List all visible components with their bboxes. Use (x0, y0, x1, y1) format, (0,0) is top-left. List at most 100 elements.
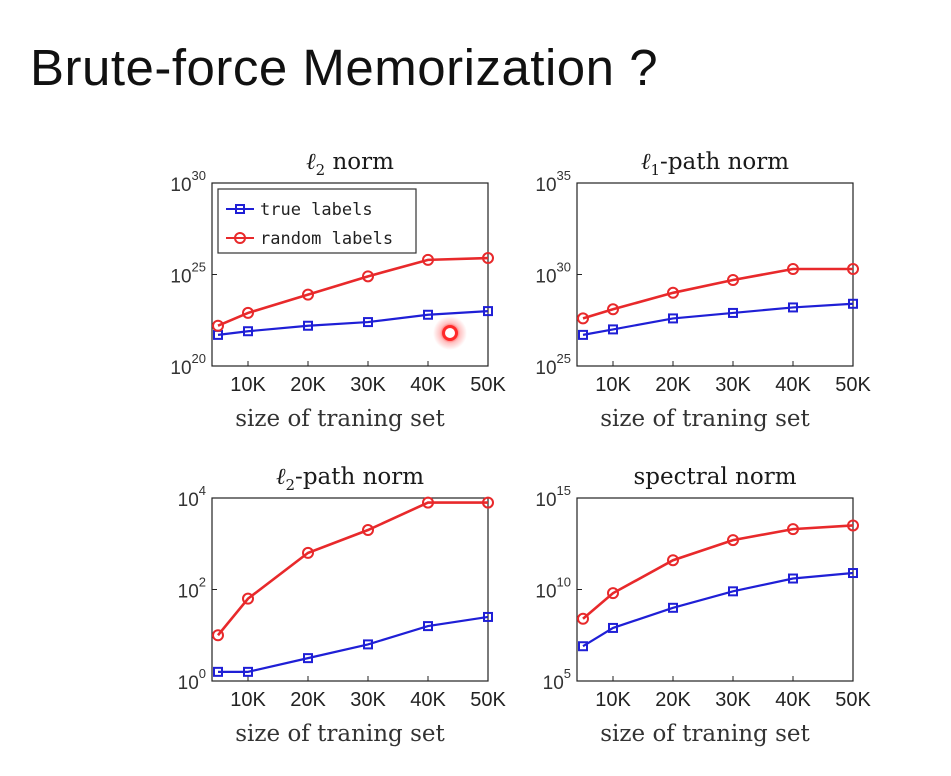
chart-title: spectral norm (633, 464, 796, 490)
data-point-random-labels (362, 524, 374, 537)
data-point-random-labels (422, 496, 434, 509)
series-line-random-labels (216, 501, 488, 637)
data-point-true-labels (213, 666, 223, 677)
chart-title-main: ℓ (276, 464, 286, 490)
x-tick-label: 40K (775, 689, 811, 711)
y-tick-base: 10 (170, 175, 191, 196)
y-tick-label: 1030 (170, 168, 206, 196)
data-point-random-labels (847, 519, 859, 532)
data-point-true-labels (728, 307, 738, 318)
y-tick-base: 10 (535, 490, 556, 511)
y-tick-label: 1025 (170, 260, 206, 288)
x-axis-label: size of traning set (235, 406, 445, 432)
data-point-random-labels (787, 263, 799, 276)
y-tick-label: 105 (543, 666, 571, 694)
y-tick-label: 1010 (535, 575, 571, 603)
legend-marker-random-labels (234, 232, 246, 244)
chart-title-rest: norm (325, 149, 394, 175)
y-tick-label: 104 (178, 483, 206, 511)
y-tick-label: 102 (178, 575, 206, 603)
x-tick-label: 20K (655, 374, 691, 396)
data-point-true-labels (788, 573, 798, 584)
data-point-true-labels (363, 639, 373, 650)
y-tick-exponent: 4 (199, 483, 206, 498)
y-tick-base: 10 (535, 175, 556, 196)
x-tick-label: 40K (410, 689, 446, 711)
data-point-random-labels (607, 303, 619, 316)
y-tick-base: 10 (178, 490, 199, 511)
data-point-random-labels (727, 273, 739, 286)
y-tick-exponent: 0 (199, 666, 206, 681)
series-line-random-labels (582, 524, 854, 620)
y-tick-base: 10 (170, 267, 191, 288)
data-point-random-labels (482, 496, 494, 509)
y-tick-base: 10 (170, 358, 191, 379)
x-tick-label: 20K (290, 689, 326, 711)
legend-box (217, 188, 417, 254)
x-tick-label: 40K (775, 374, 811, 396)
x-tick-label: 30K (350, 374, 386, 396)
data-point-random-labels (847, 263, 859, 276)
slide-title: Brute-force Memorization ? (30, 39, 659, 96)
data-point-true-labels (608, 324, 618, 335)
pointer-highlight (433, 316, 467, 350)
data-point-random-labels (607, 587, 619, 600)
x-tick-label: 20K (655, 689, 691, 711)
y-tick-exponent: 25 (557, 351, 571, 366)
y-tick-label: 1025 (535, 351, 571, 379)
plot-frame (211, 497, 489, 682)
data-point-true-labels (423, 309, 433, 320)
data-point-random-labels (787, 523, 799, 536)
y-tick-label: 1015 (535, 483, 571, 511)
data-point-random-labels (242, 592, 254, 605)
x-tick-label: 10K (595, 374, 631, 396)
y-tick-base: 10 (535, 582, 556, 603)
chart-title-main: spectral norm (633, 464, 796, 490)
x-tick-label: 20K (290, 374, 326, 396)
x-tick-label: 30K (715, 374, 751, 396)
data-point-random-labels (577, 312, 589, 325)
y-tick-exponent: 35 (557, 168, 571, 183)
x-tick-label: 40K (410, 374, 446, 396)
data-point-random-labels (577, 612, 589, 625)
data-point-true-labels (668, 602, 678, 613)
y-tick-base: 10 (178, 673, 199, 694)
chart-title-main: ℓ (306, 149, 316, 175)
data-point-random-labels (482, 252, 494, 265)
y-tick-label: 1020 (170, 351, 206, 379)
y-tick-exponent: 25 (192, 260, 206, 275)
y-tick-label: 1035 (535, 168, 571, 196)
data-point-true-labels (243, 326, 253, 337)
legend-marker-true-labels (235, 204, 245, 214)
chart-title-subscript: 2 (316, 161, 326, 179)
y-tick-base: 10 (535, 267, 556, 288)
y-tick-exponent: 30 (557, 260, 571, 275)
chart-title-subscript: 2 (286, 476, 296, 494)
y-tick-exponent: 5 (564, 666, 571, 681)
legend-label: true labels (260, 200, 373, 220)
y-tick-base: 10 (535, 358, 556, 379)
data-point-true-labels (363, 317, 373, 328)
data-point-true-labels (788, 302, 798, 313)
data-point-random-labels (242, 306, 254, 319)
data-point-random-labels (212, 629, 224, 642)
x-tick-label: 50K (835, 689, 871, 711)
y-tick-label: 1030 (535, 260, 571, 288)
data-point-true-labels (608, 622, 618, 633)
x-tick-label: 10K (230, 689, 266, 711)
data-point-random-labels (667, 554, 679, 567)
data-point-random-labels (302, 288, 314, 301)
data-point-true-labels (728, 586, 738, 597)
y-tick-exponent: 2 (199, 575, 206, 590)
data-point-true-labels (243, 666, 253, 677)
data-point-true-labels (303, 653, 313, 664)
x-tick-label: 50K (470, 374, 506, 396)
legend-label: random labels (260, 229, 393, 249)
data-point-random-labels (362, 270, 374, 283)
data-point-random-labels (302, 546, 314, 559)
